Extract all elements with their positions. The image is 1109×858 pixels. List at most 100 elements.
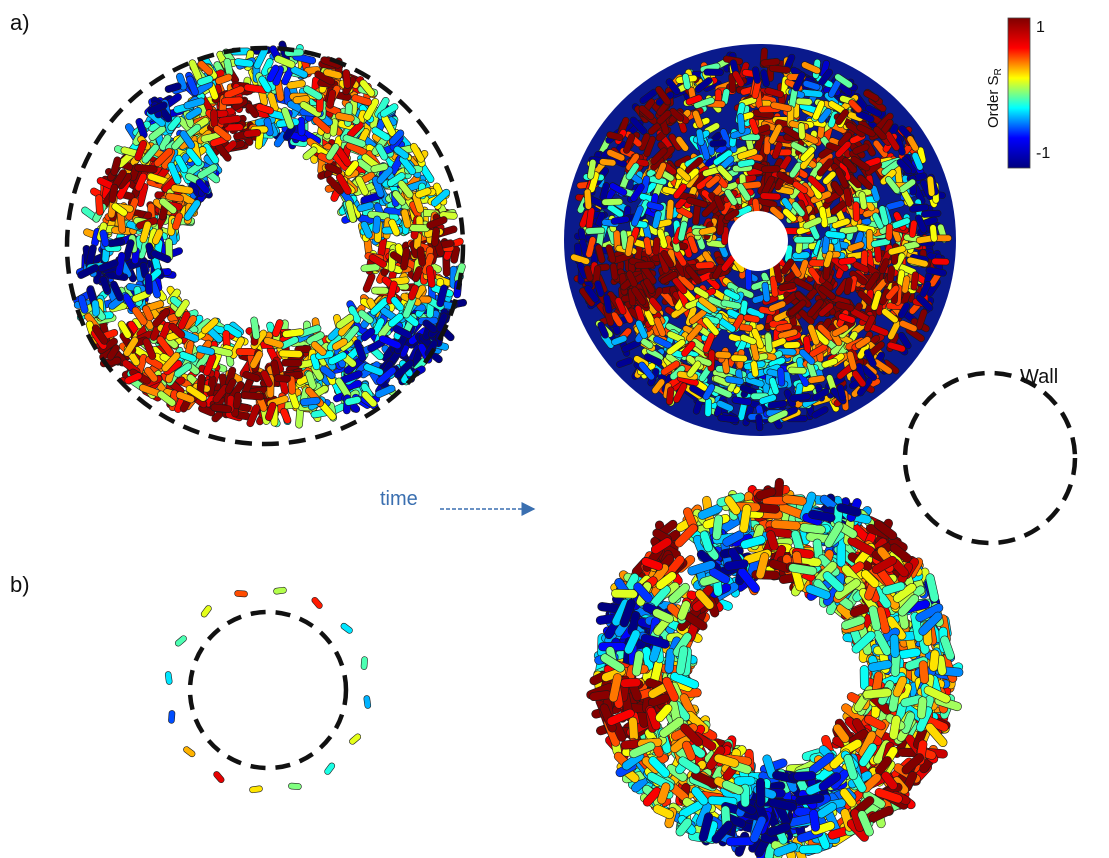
rod [361,391,378,408]
rod [362,272,376,293]
rod [585,226,606,235]
rod [249,785,263,794]
rod [886,265,895,283]
rod [737,113,746,134]
rod [110,156,122,176]
rod [611,588,638,599]
rod [220,96,244,106]
rod [340,622,353,634]
rod [761,165,781,173]
rod [324,762,336,775]
rod [360,656,368,670]
rod [164,671,173,685]
rod [375,143,389,161]
rod [755,413,764,432]
rod [234,590,248,598]
wall-dashed-circle-bottom-left [187,609,349,771]
rod [372,215,381,234]
rod [889,633,900,658]
rod [201,317,219,335]
rod [704,398,712,417]
sparse-rods-bottom-left [164,586,372,794]
rod [148,125,167,141]
rod [167,116,182,132]
rod [223,323,243,339]
rod [797,122,806,140]
rod [921,209,942,218]
rod [183,746,196,758]
rod [363,695,372,709]
rod [371,286,389,295]
rod [873,245,882,263]
rod [134,172,148,192]
rod [95,194,104,216]
rod [665,199,675,221]
rod [286,79,306,90]
rod [931,257,950,266]
rod [777,367,786,387]
rod [349,733,362,745]
colorbar: 1 -1 Order SR [985,17,1050,169]
rod [168,710,176,724]
rod [730,354,748,363]
rod [634,261,655,269]
rod [371,176,385,198]
rod [280,407,292,424]
rod [695,261,715,270]
rod [183,199,201,221]
rod [200,605,212,618]
rod [202,143,220,165]
rod [430,188,451,207]
rod [174,635,187,647]
rod [885,223,894,241]
rod [273,586,287,595]
rod [324,162,343,175]
rod [759,192,781,201]
colorbar-max-label: 1 [1036,19,1045,36]
rod [787,366,807,375]
rod [273,374,291,383]
rod [281,358,303,367]
rod [136,182,149,207]
time-label: time [380,488,418,510]
rod [620,677,642,688]
rod [583,188,592,210]
rod [764,332,773,353]
rod [218,115,242,125]
rod [703,68,724,76]
rod [852,201,861,222]
rod [392,325,413,339]
rod [144,366,159,383]
rod [185,107,202,121]
rod [278,349,303,358]
rod [224,378,237,394]
rod [918,660,929,684]
rod [91,299,100,317]
rod [793,771,817,781]
rod [342,69,352,89]
rod [652,236,661,256]
rod [144,273,153,295]
rod [360,263,381,273]
rod [344,160,360,177]
panel-label-b: b) [10,572,30,597]
rod [183,97,206,110]
wall-label: Wall [1020,366,1058,388]
rod [601,198,624,206]
rod [628,716,639,742]
rod [355,175,369,196]
rod [117,320,132,339]
rod [714,351,732,359]
rod [288,782,302,790]
rod [213,771,225,784]
rod [916,696,928,720]
rod [793,236,815,244]
rod [311,596,323,609]
rod [599,158,617,167]
colorbar-min-label: -1 [1036,145,1050,162]
rod [210,109,219,128]
rod [141,143,160,164]
rod [798,844,823,855]
colorbar-bar [1007,17,1031,169]
